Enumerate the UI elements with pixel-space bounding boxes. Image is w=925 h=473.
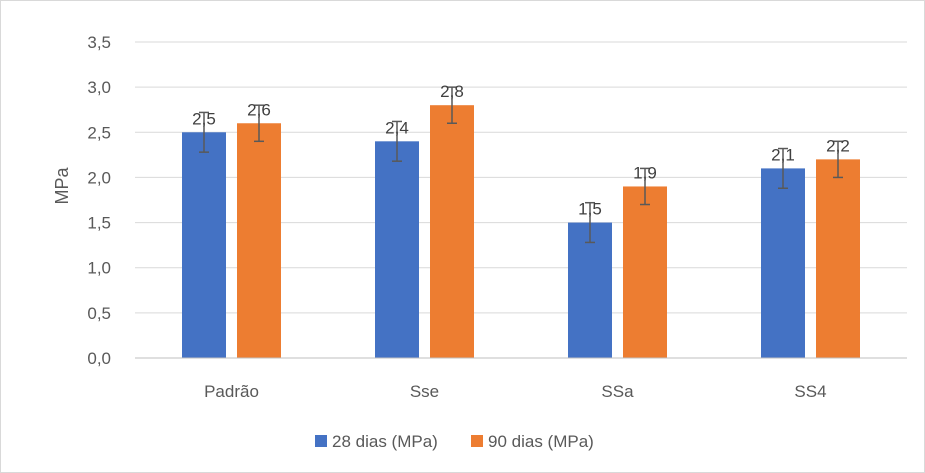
legend: 28 dias (MPa) 90 dias (MPa) (315, 432, 594, 451)
bar (430, 105, 474, 358)
data-label: 2,8 (440, 82, 464, 101)
x-axis-ticks: Padrão Sse SSa SS4 (204, 382, 826, 401)
legend-item: 28 dias (MPa) (315, 432, 438, 451)
x-tick-label: SS4 (794, 382, 826, 401)
legend-swatch (315, 435, 327, 447)
data-label: 1,9 (633, 163, 657, 182)
data-label: 2,4 (385, 118, 409, 137)
bar (568, 222, 612, 358)
data-label: 2,2 (826, 136, 850, 155)
legend-label: 90 dias (MPa) (488, 432, 594, 451)
x-tick-label: Sse (410, 382, 439, 401)
legend-swatch (471, 435, 483, 447)
data-label: 1,5 (578, 200, 602, 219)
data-label: 2,1 (771, 145, 795, 164)
y-tick-label: 2,0 (87, 168, 111, 187)
y-axis-ticks: 0,0 0,5 1,0 1,5 2,0 2,5 3,0 3,5 (87, 33, 111, 368)
bar (816, 159, 860, 358)
y-tick-label: 2,5 (87, 123, 111, 142)
y-tick-label: 3,5 (87, 33, 111, 52)
legend-item: 90 dias (MPa) (471, 432, 594, 451)
y-tick-label: 3,0 (87, 78, 111, 97)
error-bars (199, 86, 843, 244)
bar (761, 168, 805, 358)
data-labels: 2,5 2,6 2,4 2,8 1,5 1,9 2,1 2,2 (192, 82, 850, 218)
bar (623, 186, 667, 358)
y-tick-label: 1,5 (87, 214, 111, 233)
x-tick-label: SSa (601, 382, 634, 401)
y-tick-label: 1,0 (87, 259, 111, 278)
x-tick-label: Padrão (204, 382, 259, 401)
legend-label: 28 dias (MPa) (332, 432, 438, 451)
bar (182, 132, 226, 358)
data-label: 2,5 (192, 109, 216, 128)
bar (237, 123, 281, 358)
bar (375, 141, 419, 358)
y-tick-label: 0,0 (87, 349, 111, 368)
y-axis-title: MPa (52, 167, 72, 205)
bars (182, 105, 860, 358)
y-tick-label: 0,5 (87, 304, 111, 323)
data-label: 2,6 (247, 100, 271, 119)
